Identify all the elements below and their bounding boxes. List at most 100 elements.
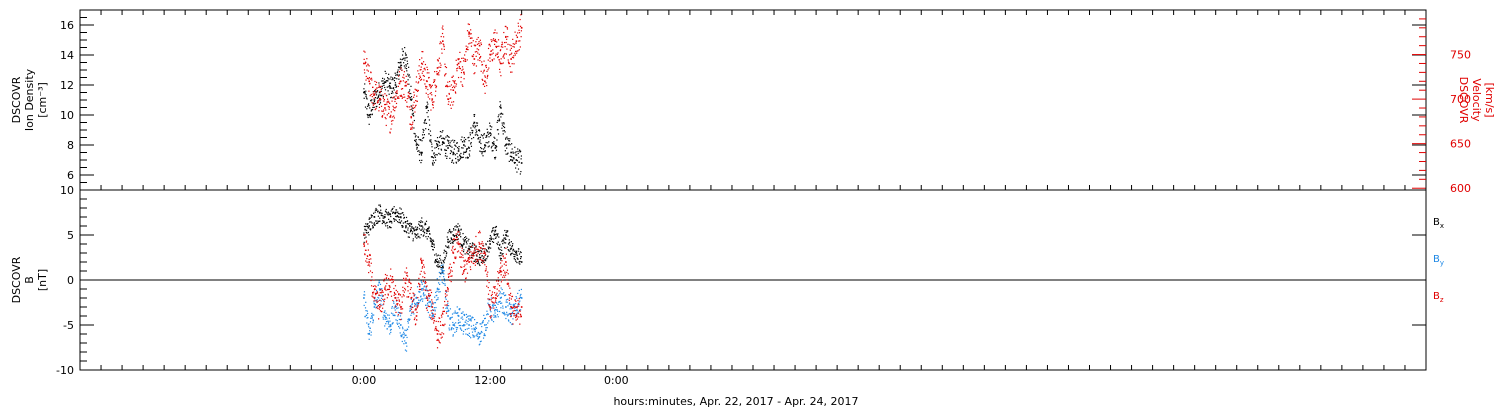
density-point [426,106,429,108]
by-point [450,317,452,319]
velocity-point [444,73,446,76]
bz-point [366,257,368,260]
by-point [457,314,459,317]
density-point [413,127,415,129]
bz-point [395,293,397,295]
bx-point [455,239,457,241]
bx-point [376,211,379,213]
velocity-point [417,89,419,92]
velocity-point [395,95,397,97]
bz-point [382,295,384,297]
by-point [406,328,409,331]
velocity-point [429,92,431,95]
by-point [371,312,373,315]
by-point [424,294,426,296]
top-panel-frame [79,9,1427,191]
velocity-point [442,43,444,45]
bz-point [442,310,444,313]
density-point [485,145,487,147]
bz-point [393,279,395,281]
density-point [490,134,492,137]
by-point [413,300,415,302]
bz-point [438,340,440,342]
by-point [505,299,508,301]
velocity-point [373,97,375,99]
bx-point [476,255,478,257]
velocity-point [401,69,403,71]
velocity-point [505,35,507,38]
bx-point [364,225,367,228]
bz-point [427,299,429,301]
density-point [481,147,483,150]
density-point [498,118,500,120]
density-point [414,133,416,135]
bz-point [420,257,422,259]
by-point [455,322,457,324]
by-point [513,304,515,306]
bz-point [475,258,477,260]
bx-point [415,234,418,236]
velocity-point [492,49,494,51]
velocity-point [488,43,491,46]
bz-point [364,253,366,255]
bx-point [486,258,488,260]
bz-point [415,323,417,325]
bz-point [516,314,518,316]
by-point [430,317,432,320]
bz-point [443,310,445,312]
bx-point [466,237,468,239]
bz-point [399,306,402,308]
by-point [454,310,456,312]
velocity-point [365,65,368,67]
by-point [495,306,498,308]
bz-point [509,287,511,289]
velocity-point [505,36,507,38]
bz-point [392,281,394,283]
by-point [468,315,470,317]
bz-point [461,247,463,250]
velocity-point [513,46,515,48]
by-point [402,333,404,335]
bz-point [507,273,509,275]
bx-point [405,231,407,233]
density-point [366,98,368,100]
bz-point [402,294,404,296]
velocity-point [370,72,372,74]
bz-point [452,245,454,247]
bz-point [414,309,416,311]
velocity-point [409,123,412,125]
bz-point [427,305,429,307]
velocity-point [441,27,443,29]
by-point [400,312,402,315]
bz-point [382,291,384,293]
density-point [463,139,465,142]
bx-point [397,215,399,218]
density-point [506,136,508,138]
by-point [497,294,500,296]
velocity-point [479,59,481,62]
velocity-point [468,31,470,34]
by-point [497,303,499,306]
by-point [408,326,410,328]
density-point [438,142,440,144]
bz-point [508,297,511,299]
bz-point [404,271,406,273]
density-point [510,151,512,154]
velocity-point [467,49,469,51]
bz-point [477,249,479,251]
density-point [499,113,501,115]
velocity-point [387,100,389,102]
velocity-point [484,76,486,78]
density-point [444,148,446,151]
density-point [363,91,365,94]
density-point [470,127,472,129]
bx-point [380,212,382,214]
bx-point [455,229,457,231]
bz-point [387,294,389,296]
bz-point [487,286,489,289]
bx-point [413,227,415,229]
density-point [477,134,479,137]
density-point [520,158,522,160]
density-point [436,142,438,145]
bx-point [409,225,411,228]
